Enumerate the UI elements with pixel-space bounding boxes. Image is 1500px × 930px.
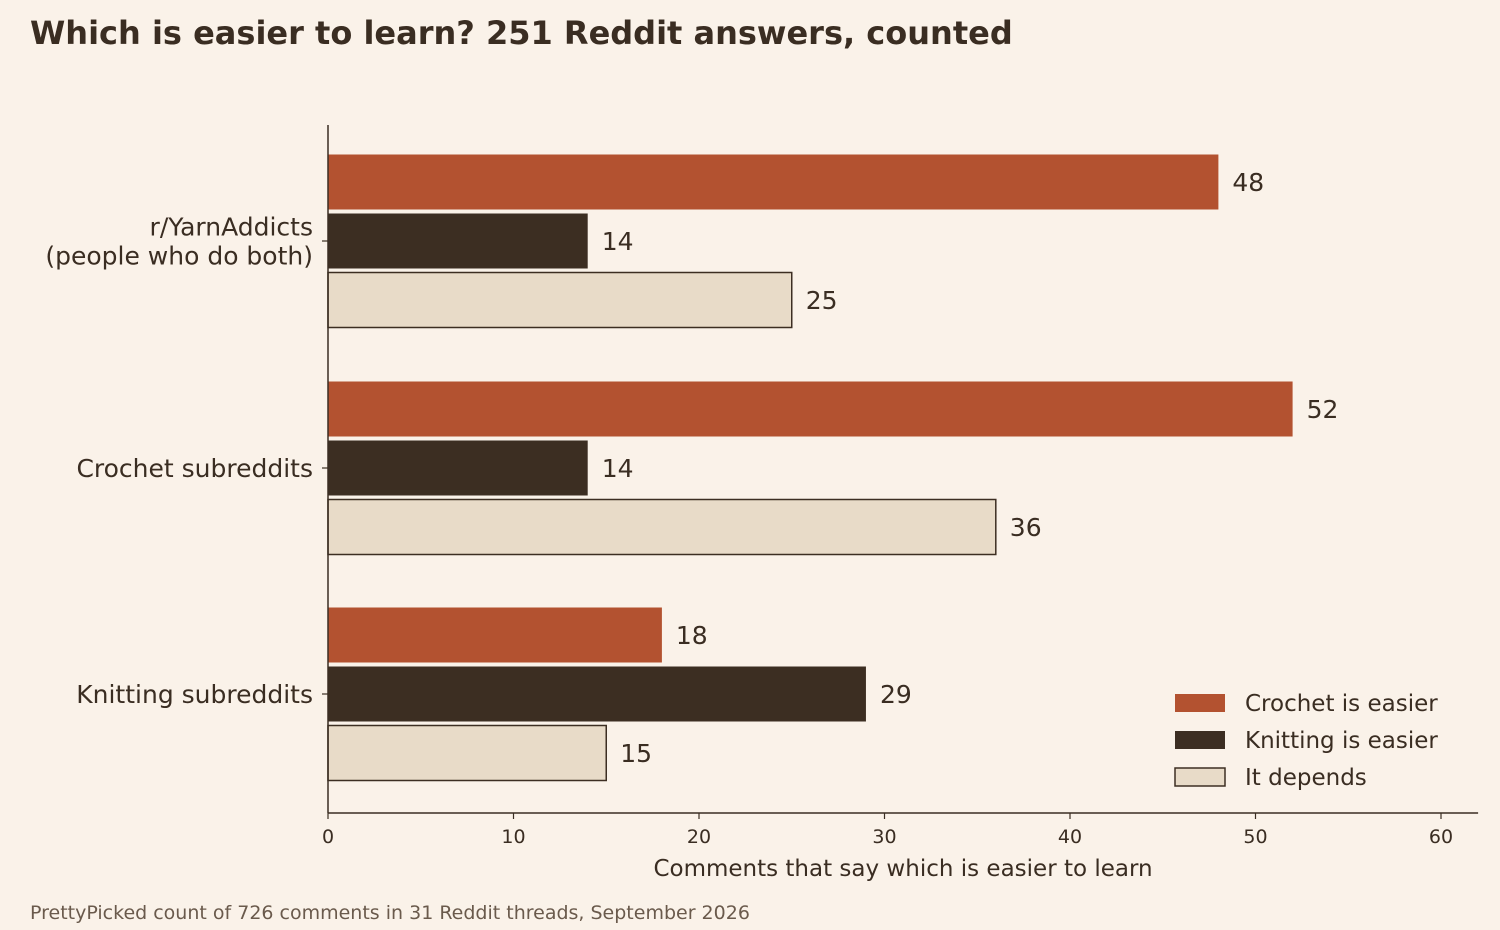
legend-label: It depends	[1245, 765, 1367, 791]
x-tick-label: 40	[1058, 826, 1082, 848]
legend-label: Knitting is easier	[1245, 728, 1438, 754]
x-tick-label: 0	[322, 826, 334, 848]
bar-2-1	[327, 498, 997, 556]
bar-1-1	[328, 440, 588, 496]
bar-0-0	[328, 154, 1219, 210]
bar-value-label: 36	[1010, 513, 1042, 542]
category-label: Crochet subreddits	[76, 454, 313, 483]
legend-swatch	[1175, 731, 1225, 749]
legend-swatch	[1175, 694, 1225, 712]
bar-1-2	[328, 666, 866, 722]
bar-1-0	[328, 213, 588, 269]
bar-value-label: 48	[1232, 168, 1264, 197]
bar-value-label: 15	[620, 739, 652, 768]
bar-value-label: 29	[880, 680, 912, 709]
x-tick-label: 50	[1243, 826, 1267, 848]
bar-2-0	[327, 271, 793, 329]
x-tick-label: 60	[1429, 826, 1453, 848]
bar-value-label: 52	[1307, 395, 1339, 424]
bar-0-1	[328, 381, 1293, 437]
legend-label: Crochet is easier	[1245, 691, 1438, 717]
bar-value-label: 14	[602, 454, 634, 483]
x-tick-label: 20	[687, 826, 711, 848]
bar-value-label: 18	[676, 621, 708, 650]
category-label: Knitting subreddits	[76, 680, 313, 709]
legend-swatch	[1174, 767, 1226, 787]
x-tick-label: 30	[872, 826, 896, 848]
bar-0-2	[328, 607, 662, 663]
bar-value-label: 14	[602, 227, 634, 256]
chart-title: Which is easier to learn? 251 Reddit ans…	[30, 14, 1013, 52]
source-note: PrettyPicked count of 726 comments in 31…	[30, 902, 750, 924]
x-axis-label: Comments that say which is easier to lea…	[653, 856, 1152, 882]
bar-value-label: 25	[806, 286, 838, 315]
bar-2-2	[327, 724, 607, 782]
x-tick-label: 10	[501, 826, 525, 848]
category-label: r/YarnAddicts (people who do both)	[45, 213, 313, 271]
